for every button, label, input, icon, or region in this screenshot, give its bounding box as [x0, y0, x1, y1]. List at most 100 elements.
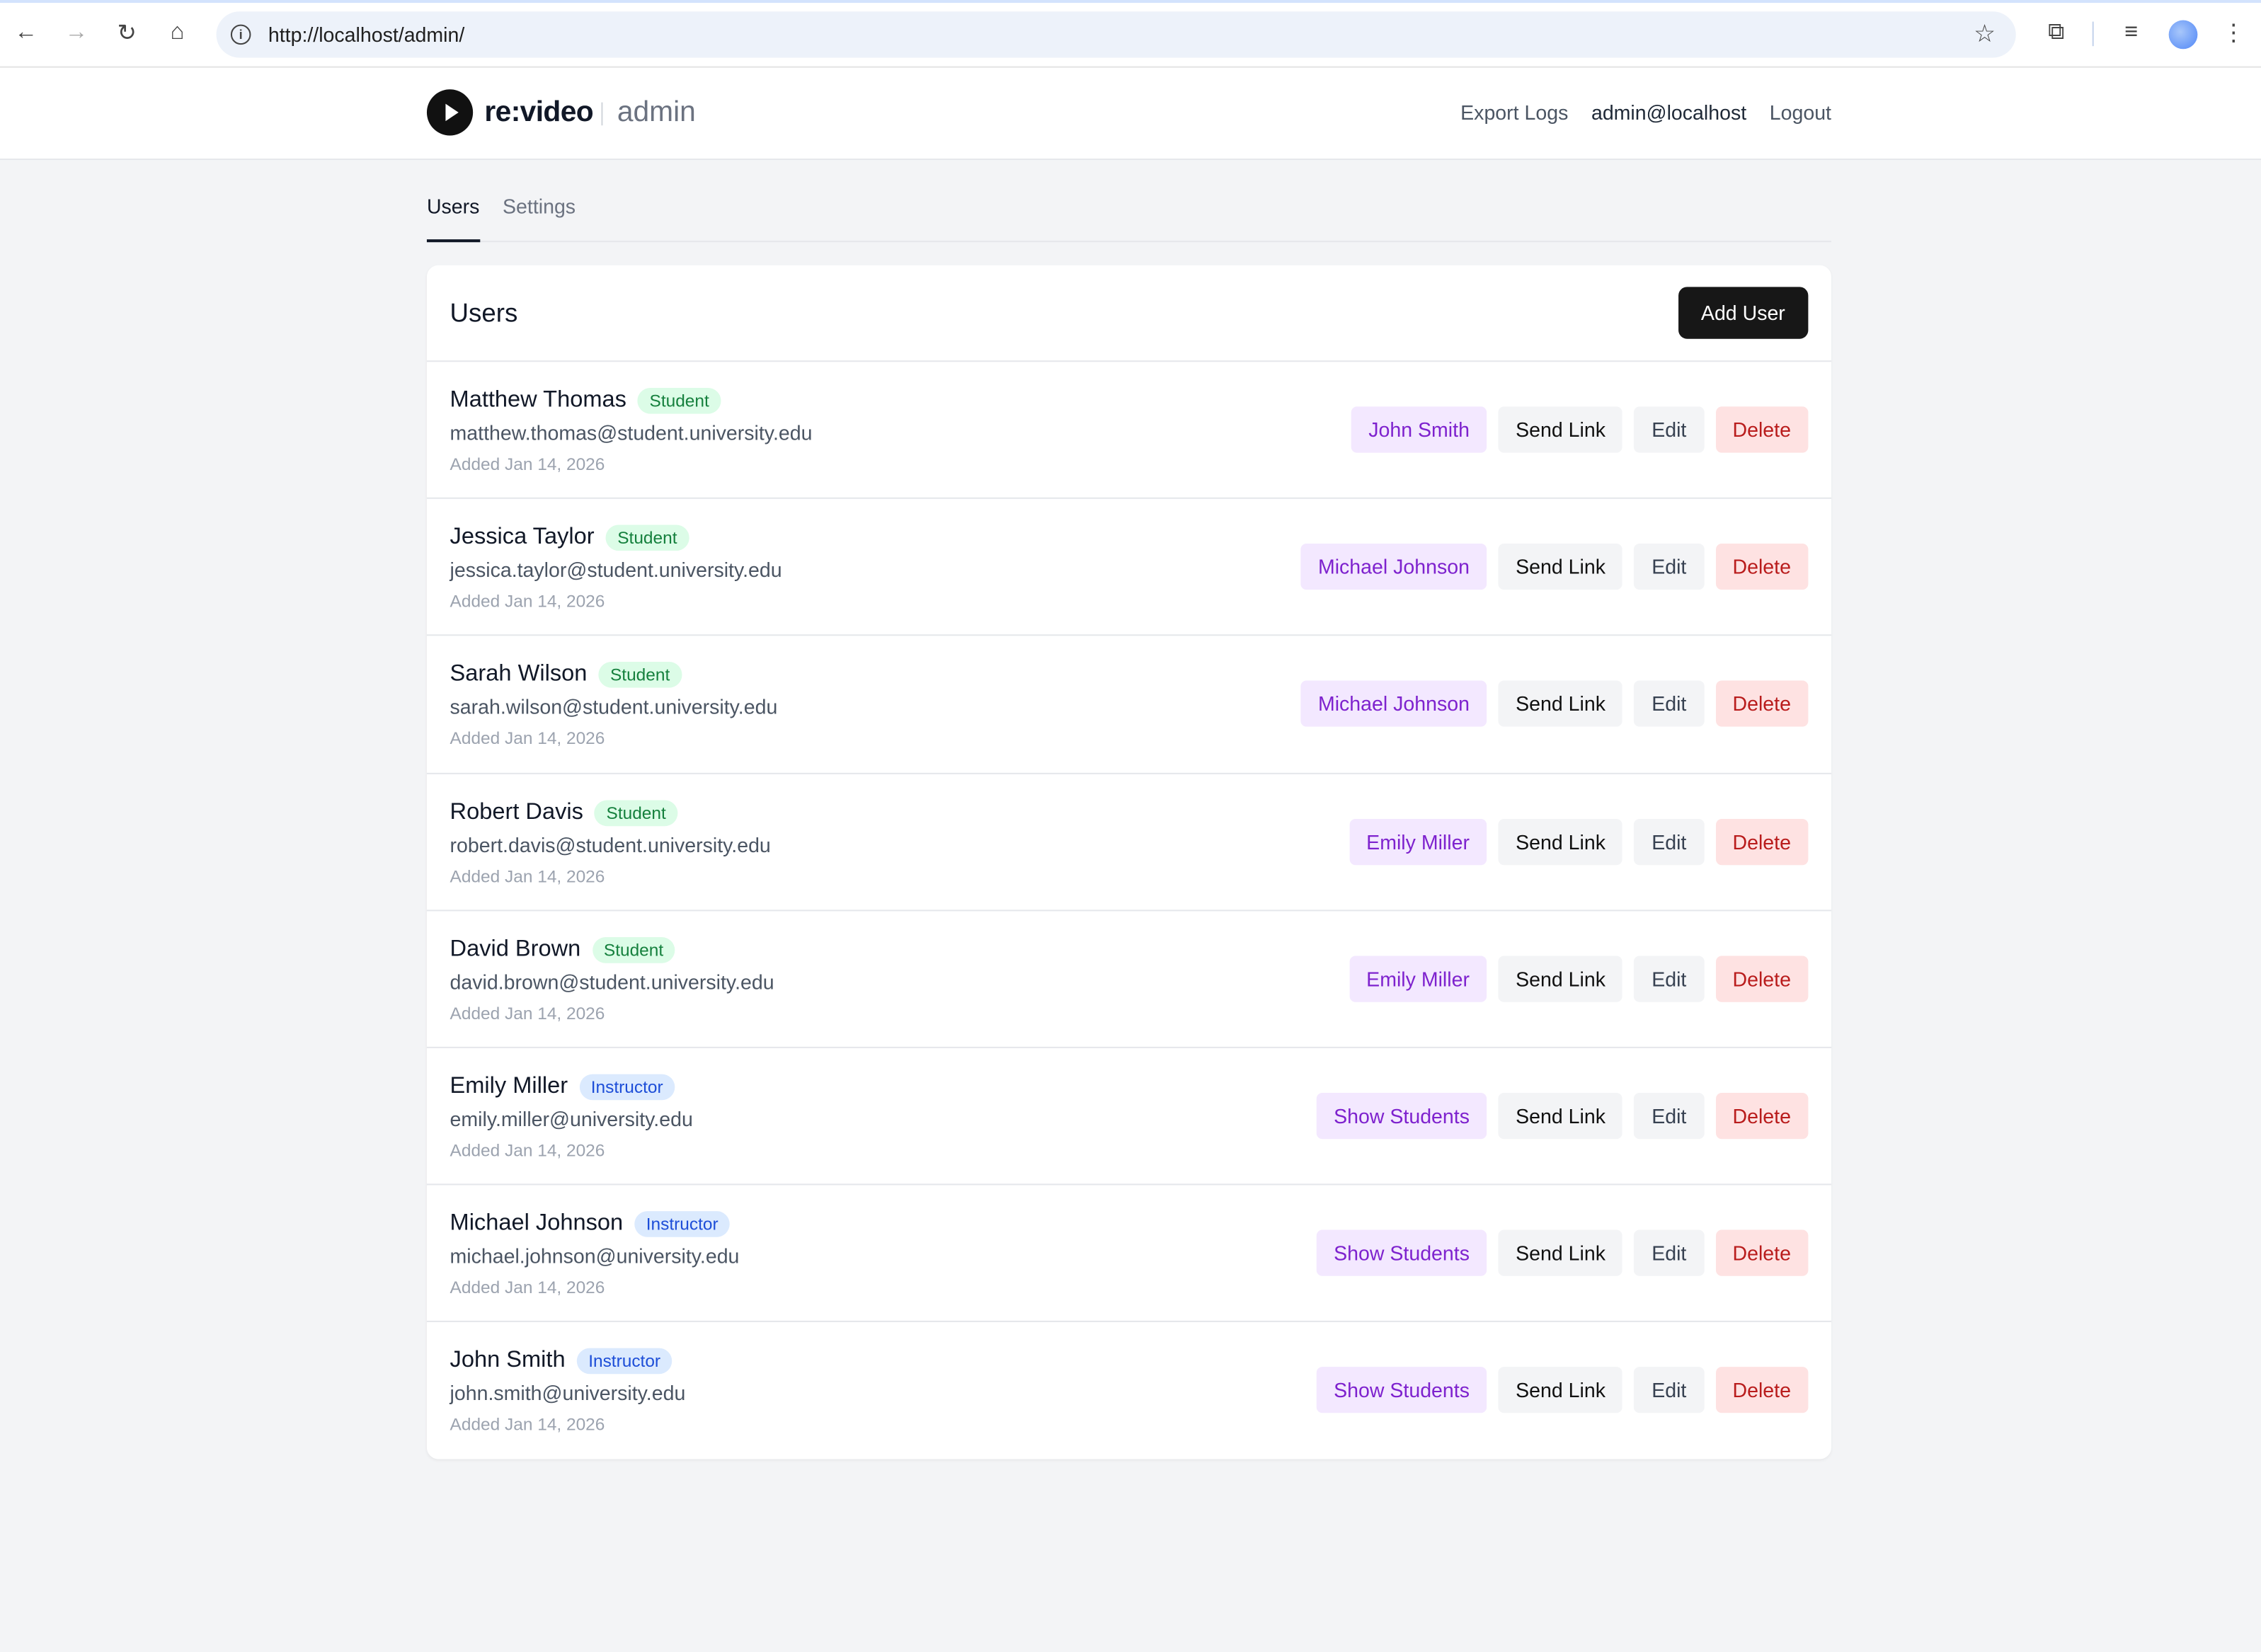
name-line: Matthew Thomas Student	[450, 387, 721, 414]
brand-divider	[601, 102, 603, 126]
edit-button[interactable]: Edit	[1634, 1229, 1704, 1276]
user-list: Matthew Thomas Student matthew.thomas@st…	[426, 362, 1831, 1460]
user-email: michael.johnson@university.edu	[450, 1244, 740, 1268]
delete-button[interactable]: Delete	[1715, 681, 1809, 728]
role-badge: Instructor	[576, 1348, 672, 1375]
row-actions: Emily Miller Send Link Edit Delete	[1349, 956, 1809, 1002]
role-badge: Student	[638, 387, 721, 414]
assigned-instructor-button[interactable]: John Smith	[1351, 406, 1487, 453]
menu-kebab-icon[interactable]: ⋮	[2222, 21, 2245, 47]
delete-button[interactable]: Delete	[1715, 544, 1809, 590]
user-email: robert.davis@student.university.edu	[450, 832, 771, 856]
user-name: Michael Johnson	[450, 1211, 624, 1236]
name-line: Robert Davis Student	[450, 799, 678, 826]
user-email: john.smith@university.edu	[450, 1382, 686, 1405]
edit-button[interactable]: Edit	[1634, 681, 1704, 728]
user-name: Jessica Taylor	[450, 524, 595, 550]
delete-button[interactable]: Delete	[1715, 1229, 1809, 1276]
show-students-button[interactable]: Show Students	[1316, 1229, 1487, 1276]
tab-settings[interactable]: Settings	[503, 194, 576, 218]
send-link-button[interactable]: Send Link	[1498, 1092, 1623, 1140]
edit-button[interactable]: Edit	[1634, 1367, 1704, 1413]
tabs: Users Settings	[426, 182, 1831, 243]
home-icon[interactable]: ⌂	[170, 20, 185, 45]
back-icon[interactable]: ←	[14, 20, 38, 45]
user-email: jessica.taylor@student.university.edu	[450, 558, 782, 582]
role-badge: Student	[598, 662, 682, 689]
user-email: sarah.wilson@student.university.edu	[450, 695, 778, 719]
media-icon[interactable]: ≡	[2124, 20, 2139, 45]
name-line: John Smith Instructor	[450, 1348, 672, 1375]
tab-strip-edge	[0, 0, 2261, 4]
user-email: emily.miller@university.edu	[450, 1107, 693, 1130]
assigned-instructor-button[interactable]: Michael Johnson	[1300, 544, 1487, 590]
user-row: Emily Miller Instructor emily.miller@uni…	[426, 1048, 1831, 1186]
send-link-button[interactable]: Send Link	[1498, 406, 1623, 453]
edit-button[interactable]: Edit	[1634, 406, 1704, 453]
name-line: Sarah Wilson Student	[450, 662, 682, 689]
user-name: Sarah Wilson	[450, 662, 588, 687]
tab-users[interactable]: Users	[426, 182, 480, 243]
user-name: Robert Davis	[450, 799, 583, 825]
user-name: Emily Miller	[450, 1074, 568, 1099]
delete-button[interactable]: Delete	[1715, 818, 1809, 865]
added-date: Added Jan 14, 2026	[450, 1003, 605, 1023]
brand-name[interactable]: re:video	[484, 96, 594, 129]
send-link-button[interactable]: Send Link	[1498, 1229, 1623, 1276]
show-students-button[interactable]: Show Students	[1316, 1367, 1487, 1413]
name-line: David Brown Student	[450, 936, 675, 963]
delete-button[interactable]: Delete	[1715, 406, 1809, 453]
added-date: Added Jan 14, 2026	[450, 454, 605, 475]
role-badge: Student	[605, 524, 689, 551]
added-date: Added Jan 14, 2026	[450, 1278, 605, 1298]
delete-button[interactable]: Delete	[1715, 956, 1809, 1002]
user-row: John Smith Instructor john.smith@univers…	[427, 1323, 1831, 1460]
bookmark-star-icon[interactable]: ☆	[1974, 20, 1996, 48]
send-link-button[interactable]: Send Link	[1498, 818, 1623, 865]
add-user-button[interactable]: Add User	[1678, 287, 1809, 339]
address-bar[interactable]: i http://localhost/admin/ ☆	[216, 11, 2016, 58]
delete-button[interactable]: Delete	[1715, 1092, 1809, 1140]
app-header: re:video admin Export Logs admin@localho…	[0, 67, 2261, 161]
reload-icon[interactable]: ↻	[117, 21, 137, 47]
row-actions: Michael Johnson Send Link Edit Delete	[1300, 681, 1809, 728]
send-link-button[interactable]: Send Link	[1498, 1367, 1623, 1413]
url-text[interactable]: http://localhost/admin/	[268, 23, 465, 47]
row-actions: John Smith Send Link Edit Delete	[1351, 406, 1809, 453]
edit-button[interactable]: Edit	[1634, 818, 1704, 865]
site-info-icon[interactable]: i	[230, 24, 251, 45]
send-link-button[interactable]: Send Link	[1498, 956, 1623, 1002]
browser-toolbar: ← → ↻ ⌂ i http://localhost/admin/ ☆ ⧉ ≡ …	[0, 0, 2261, 68]
user-row: Sarah Wilson Student sarah.wilson@studen…	[426, 636, 1831, 774]
added-date: Added Jan 14, 2026	[450, 591, 605, 612]
assigned-instructor-button[interactable]: Emily Miller	[1349, 956, 1487, 1002]
profile-avatar-icon[interactable]	[2168, 20, 2198, 50]
header-nav: Export Logs admin@localhost Logout	[1460, 101, 1831, 125]
assigned-instructor-button[interactable]: Michael Johnson	[1300, 681, 1487, 728]
user-row: David Brown Student david.brown@student.…	[426, 911, 1831, 1048]
edit-button[interactable]: Edit	[1634, 956, 1704, 1002]
show-students-button[interactable]: Show Students	[1316, 1092, 1487, 1140]
current-user-email: admin@localhost	[1591, 101, 1747, 125]
row-actions: Michael Johnson Send Link Edit Delete	[1300, 544, 1809, 590]
send-link-button[interactable]: Send Link	[1498, 681, 1623, 728]
role-badge: Instructor	[579, 1074, 675, 1101]
play-logo-icon[interactable]	[426, 89, 474, 136]
added-date: Added Jan 14, 2026	[450, 866, 605, 886]
user-email: matthew.thomas@student.university.edu	[450, 420, 813, 444]
assigned-instructor-button[interactable]: Emily Miller	[1349, 818, 1487, 865]
section-label: admin	[617, 96, 696, 129]
logout-link[interactable]: Logout	[1769, 101, 1831, 125]
role-badge: Student	[595, 799, 678, 826]
send-link-button[interactable]: Send Link	[1498, 544, 1623, 590]
forward-icon[interactable]: →	[64, 20, 88, 45]
extensions-icon[interactable]: ⧉	[2048, 20, 2065, 45]
delete-button[interactable]: Delete	[1715, 1367, 1809, 1413]
added-date: Added Jan 14, 2026	[450, 1414, 605, 1435]
export-logs-link[interactable]: Export Logs	[1460, 101, 1569, 125]
edit-button[interactable]: Edit	[1634, 1092, 1704, 1140]
name-line: Jessica Taylor Student	[450, 524, 689, 551]
row-actions: Emily Miller Send Link Edit Delete	[1349, 818, 1809, 865]
edit-button[interactable]: Edit	[1634, 544, 1704, 590]
row-actions: Show Students Send Link Edit Delete	[1316, 1092, 1809, 1140]
